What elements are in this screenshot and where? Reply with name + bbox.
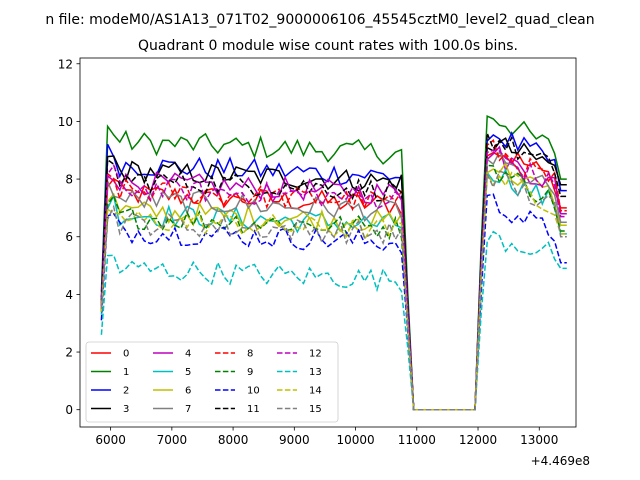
legend-label-15: 15 bbox=[309, 404, 322, 415]
y-tick-label: 2 bbox=[65, 346, 73, 360]
legend-label-12: 12 bbox=[309, 349, 322, 360]
series-line-11 bbox=[100, 133, 567, 411]
y-tick-label: 4 bbox=[65, 288, 73, 302]
x-tick-label: 10000 bbox=[336, 433, 374, 447]
axes: 6000 7000 8000 9000 10000 11000 12000 13000 0 2 4 6… bbox=[58, 57, 577, 447]
legend-label-1: 1 bbox=[123, 367, 129, 378]
y-tick-label: 0 bbox=[65, 403, 73, 417]
y-tick-label: 6 bbox=[65, 230, 73, 244]
legend-label-7: 7 bbox=[185, 404, 191, 415]
series-line-13 bbox=[100, 230, 567, 411]
legend-label-13: 13 bbox=[309, 367, 322, 378]
series-line-4 bbox=[100, 145, 567, 411]
x-tick-label: 11000 bbox=[398, 433, 436, 447]
series-line-8 bbox=[100, 139, 567, 411]
series-line-7 bbox=[100, 150, 567, 411]
y-tick-label: 12 bbox=[58, 57, 73, 71]
legend-label-14: 14 bbox=[309, 386, 322, 397]
legend-label-2: 2 bbox=[123, 386, 129, 397]
axes-frame bbox=[79, 57, 577, 428]
series-line-9 bbox=[100, 164, 567, 411]
legend-label-4: 4 bbox=[185, 349, 191, 360]
x-tick-label: 9000 bbox=[279, 433, 310, 447]
legend-label-8: 8 bbox=[247, 349, 253, 360]
legend-label-11: 11 bbox=[247, 404, 260, 415]
series-line-15 bbox=[100, 170, 567, 411]
legend-label-3: 3 bbox=[123, 404, 129, 415]
y-tick-label: 10 bbox=[58, 115, 73, 129]
y-tick-label: 8 bbox=[65, 173, 73, 187]
series-line-10 bbox=[100, 193, 567, 411]
x-tick-label: 6000 bbox=[95, 433, 126, 447]
series-line-12 bbox=[100, 149, 567, 411]
x-tick-label: 13000 bbox=[520, 433, 558, 447]
legend-label-0: 0 bbox=[123, 349, 129, 360]
x-tick-label: 8000 bbox=[218, 433, 249, 447]
series-line-1 bbox=[100, 114, 567, 411]
chart-title: Quadrant 0 module wise count rates with … bbox=[138, 38, 518, 54]
x-tick-label: 7000 bbox=[157, 433, 188, 447]
series-line-0 bbox=[100, 151, 567, 411]
legend-label-9: 9 bbox=[247, 367, 253, 378]
legend-box bbox=[85, 341, 339, 423]
x-tick-label: 12000 bbox=[459, 433, 497, 447]
legend-label-10: 10 bbox=[247, 386, 260, 397]
x-offset-text: +4.469e8 bbox=[531, 454, 590, 468]
plot-area bbox=[100, 114, 567, 411]
figure-suptitle: n file: modeM0/AS1A13_071T02_9000006106_… bbox=[45, 12, 594, 28]
legend-label-6: 6 bbox=[185, 386, 191, 397]
legend-label-5: 5 bbox=[185, 367, 191, 378]
